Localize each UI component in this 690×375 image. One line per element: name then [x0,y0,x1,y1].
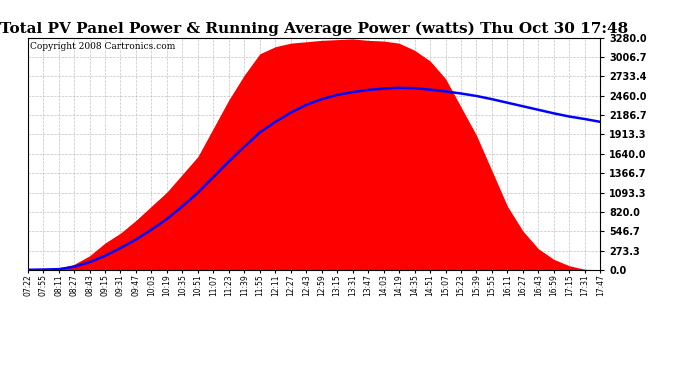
Title: Total PV Panel Power & Running Average Power (watts) Thu Oct 30 17:48: Total PV Panel Power & Running Average P… [0,22,628,36]
Text: Copyright 2008 Cartronics.com: Copyright 2008 Cartronics.com [30,42,176,51]
